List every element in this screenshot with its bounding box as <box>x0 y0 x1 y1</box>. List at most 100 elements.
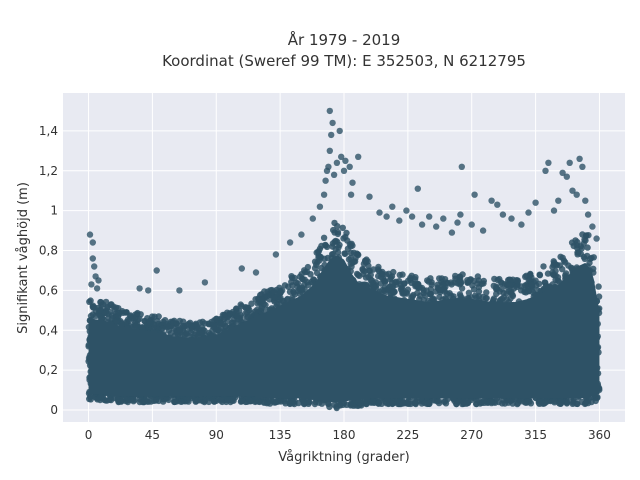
data-point <box>224 396 232 404</box>
data-point <box>584 244 591 251</box>
data-point <box>446 290 453 297</box>
data-point <box>191 331 199 339</box>
data-point <box>434 281 441 288</box>
data-point <box>116 309 123 317</box>
data-point <box>321 255 328 262</box>
data-point <box>365 262 372 269</box>
data-point <box>554 274 562 281</box>
data-point <box>339 401 347 408</box>
data-point <box>371 283 379 291</box>
data-point <box>341 250 349 258</box>
data-point <box>405 398 412 405</box>
data-point <box>473 294 480 301</box>
data-point <box>97 298 104 306</box>
data-point <box>574 238 581 246</box>
data-point <box>370 266 377 273</box>
data-point <box>288 274 296 281</box>
data-point <box>411 276 419 283</box>
data-point <box>559 254 566 261</box>
data-point <box>134 309 141 317</box>
data-point <box>331 238 338 245</box>
data-point <box>488 399 495 407</box>
data-point <box>362 257 369 265</box>
chart-title: År 1979 - 2019 <box>288 30 401 49</box>
data-point <box>344 245 352 252</box>
data-point <box>383 400 390 407</box>
data-point <box>165 396 172 404</box>
data-point <box>483 289 490 296</box>
data-point <box>490 282 497 289</box>
data-point <box>480 396 488 404</box>
data-point <box>236 315 243 322</box>
data-point <box>542 282 550 290</box>
data-point <box>334 223 341 230</box>
data-point <box>285 283 292 290</box>
data-point <box>389 400 396 408</box>
data-points-dense <box>85 219 603 412</box>
data-point <box>330 226 337 234</box>
data-point <box>247 397 254 405</box>
data-point <box>95 304 102 311</box>
data-point <box>314 248 322 256</box>
data-point <box>192 320 200 327</box>
data-point <box>444 280 451 287</box>
data-point <box>556 400 563 407</box>
data-point <box>180 322 187 330</box>
data-point <box>375 399 383 406</box>
data-point <box>113 318 120 325</box>
data-point <box>357 399 364 406</box>
data-point <box>150 397 157 404</box>
data-point <box>410 291 417 299</box>
data-point <box>494 276 501 284</box>
data-point <box>588 254 595 262</box>
data-point <box>301 276 308 283</box>
data-point <box>536 272 544 279</box>
data-point <box>420 290 427 297</box>
data-point <box>503 296 510 303</box>
data-point <box>564 398 571 406</box>
data-point <box>355 251 362 259</box>
data-point <box>205 398 212 406</box>
data-point <box>399 400 407 407</box>
data-point <box>501 400 509 407</box>
data-point <box>442 398 449 405</box>
data-point <box>375 263 382 271</box>
data-point <box>115 305 122 312</box>
data-point <box>454 280 461 287</box>
data-point <box>218 320 225 328</box>
data-point <box>301 281 308 288</box>
data-point <box>475 288 483 295</box>
data-point <box>534 287 541 294</box>
data-point <box>304 263 312 271</box>
data-point <box>183 330 190 337</box>
data-point <box>574 400 581 408</box>
data-point <box>399 271 406 278</box>
data-point <box>347 255 354 262</box>
data-point <box>585 232 592 239</box>
data-point <box>272 399 279 406</box>
data-point <box>277 289 284 296</box>
data-point <box>544 270 552 277</box>
data-point <box>540 263 547 270</box>
data-point <box>323 243 331 251</box>
data-point <box>493 290 500 298</box>
data-point <box>258 304 265 312</box>
data-point <box>307 271 314 278</box>
data-point <box>360 270 367 278</box>
data-point <box>248 300 255 307</box>
data-point <box>310 276 317 283</box>
data-point <box>435 397 443 405</box>
data-point <box>595 283 602 290</box>
data-point <box>347 401 354 408</box>
data-point <box>291 291 298 298</box>
data-point <box>151 313 158 320</box>
data-point <box>122 309 129 316</box>
data-point <box>508 281 515 288</box>
data-point <box>143 395 150 402</box>
data-point <box>150 321 158 328</box>
data-point <box>185 394 192 401</box>
data-point <box>518 283 525 290</box>
data-point <box>208 318 215 326</box>
data-point <box>134 316 142 324</box>
